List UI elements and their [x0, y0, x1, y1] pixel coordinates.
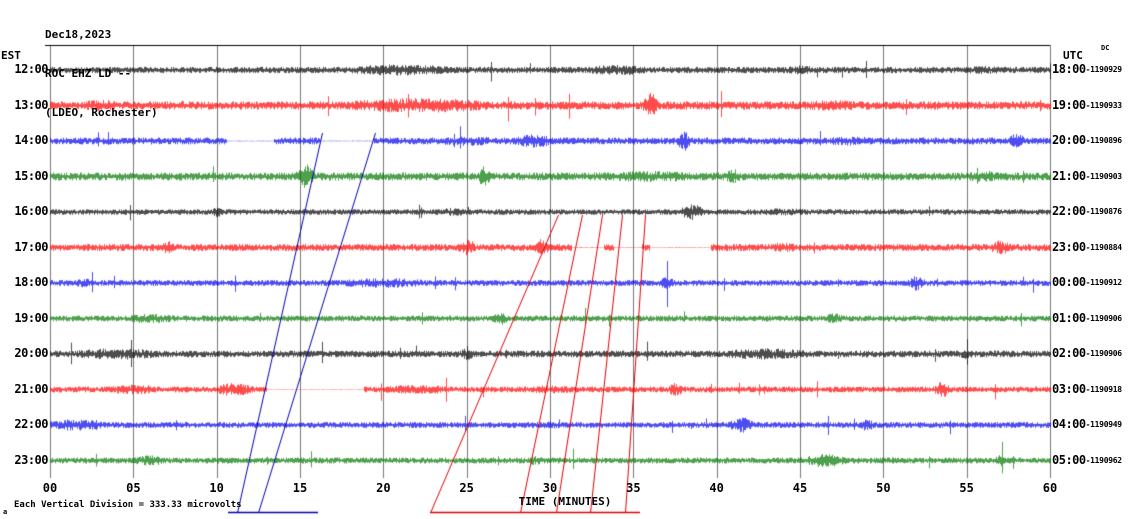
utc-label: 04:00-1190949 — [1052, 417, 1122, 431]
utc-label: 20:00-1190896 — [1052, 133, 1122, 147]
dc-offset-value: -1190906 — [1085, 313, 1122, 323]
dc-offset-value: -1190962 — [1085, 455, 1122, 465]
x-tick-label: 50 — [876, 481, 891, 495]
x-axis-title: TIME (MINUTES) — [518, 495, 612, 508]
x-tick-label: 30 — [542, 481, 558, 495]
est-label: 23:00 — [14, 452, 48, 467]
est-label: 17:00 — [14, 239, 48, 254]
dc-offset-value: -1190929 — [1085, 65, 1122, 74]
dc-label: DC — [1101, 44, 1110, 52]
utc-label: 05:00-1190962 — [1052, 453, 1122, 467]
utc-axis-label: UTC — [1063, 49, 1083, 62]
utc-time: 20:00 — [1052, 133, 1086, 147]
utc-time: 22:00 — [1052, 204, 1086, 218]
utc-time: 01:00 — [1052, 310, 1086, 325]
est-label: 22:00 — [14, 417, 48, 431]
header-station: ROC EHZ LD -- — [45, 67, 132, 80]
x-tick-label: 25 — [459, 481, 474, 495]
header: Dec18,2023 ROC EHZ LD -- (LDEO, Rocheste… — [45, 2, 158, 145]
dc-offset-value: -1190912 — [1085, 278, 1122, 287]
note-prefix: a — [3, 508, 8, 516]
utc-label: 19:00-1190933 — [1052, 98, 1122, 112]
utc-label: 22:00-1190876 — [1052, 204, 1122, 218]
utc-time: 03:00 — [1052, 381, 1086, 396]
header-date: Dec18,2023 — [45, 28, 112, 41]
dc-offset-value: -1190876 — [1085, 207, 1122, 216]
est-label: 12:00 — [14, 62, 48, 76]
est-label: 16:00 — [14, 204, 48, 218]
est-axis-label: EST — [1, 49, 21, 62]
est-label: 19:00 — [14, 310, 48, 325]
utc-label: 18:00-1190929 — [1052, 62, 1122, 76]
utc-label: 03:00-1190918 — [1052, 382, 1122, 396]
x-tick-label: 40 — [709, 481, 724, 495]
est-label: 21:00 — [14, 381, 48, 396]
dc-offset-value: -1190918 — [1085, 384, 1122, 394]
x-tick-label: 35 — [626, 481, 641, 495]
x-tick-label: 55 — [959, 481, 974, 495]
est-label: 18:00 — [14, 275, 48, 289]
est-label: 13:00 — [14, 97, 48, 112]
est-label: 15:00 — [14, 168, 48, 183]
header-network: (LDEO, Rochester) — [45, 106, 158, 119]
x-tick-label: 60 — [1042, 481, 1058, 495]
x-tick-label: 20 — [376, 481, 391, 495]
x-tick-label: 05 — [126, 481, 141, 495]
utc-time: 02:00 — [1052, 346, 1086, 360]
utc-time: 04:00 — [1052, 417, 1086, 431]
dc-offset-value: -1190949 — [1085, 420, 1122, 429]
est-label: 20:00 — [14, 346, 48, 360]
utc-label: 23:00-1190884 — [1052, 240, 1122, 254]
utc-time: 19:00 — [1052, 97, 1086, 112]
scale-note: Each Vertical Division = 333.33 microvol… — [14, 500, 242, 510]
x-tick-label: 00 — [42, 481, 58, 495]
x-tick-label: 45 — [792, 481, 808, 495]
dc-offset-value: -1190896 — [1085, 136, 1122, 145]
utc-label: 02:00-1190906 — [1052, 346, 1122, 360]
x-tick-label: 10 — [209, 481, 224, 495]
utc-label: 01:00-1190906 — [1052, 311, 1122, 325]
utc-time: 05:00 — [1052, 452, 1086, 467]
utc-time: 00:00 — [1052, 275, 1086, 289]
dc-offset-value: -1190906 — [1085, 349, 1122, 358]
utc-time: 21:00 — [1052, 168, 1086, 183]
dc-offset-value: -1190933 — [1085, 100, 1122, 110]
est-label: 14:00 — [14, 133, 48, 147]
utc-time: 23:00 — [1052, 239, 1086, 254]
x-tick-label: 15 — [292, 481, 308, 495]
utc-label: 00:00-1190912 — [1052, 275, 1122, 289]
utc-label: 21:00-1190903 — [1052, 169, 1122, 183]
dc-offset-value: -1190903 — [1085, 171, 1122, 181]
dc-offset-value: -1190884 — [1085, 242, 1122, 252]
utc-time: 18:00 — [1052, 62, 1086, 76]
